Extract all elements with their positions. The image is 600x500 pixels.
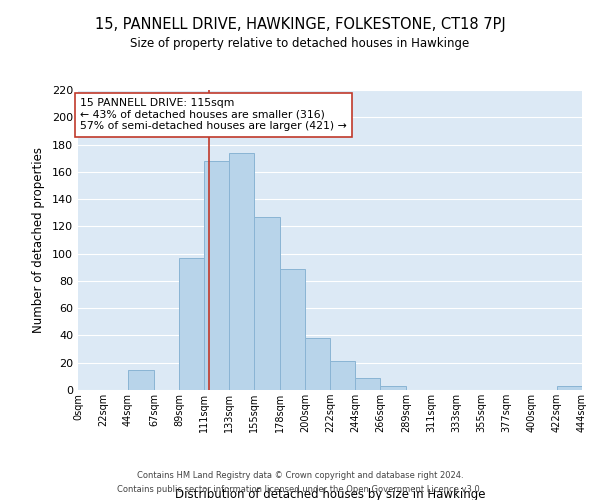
Bar (229, 152, 254, 390)
Bar (305, 338, 330, 390)
Bar (280, 268, 305, 390)
Text: 15 PANNELL DRIVE: 115sqm
← 43% of detached houses are smaller (316)
57% of semi-: 15 PANNELL DRIVE: 115sqm ← 43% of detach… (80, 98, 347, 132)
X-axis label: Distribution of detached houses by size in Hawkinge: Distribution of detached houses by size … (175, 488, 485, 500)
Bar (179, 258, 204, 390)
Bar (128, 370, 154, 390)
Text: Size of property relative to detached houses in Hawkinge: Size of property relative to detached ho… (130, 38, 470, 51)
Bar (254, 217, 280, 390)
Y-axis label: Number of detached properties: Number of detached properties (32, 147, 45, 333)
Bar (330, 362, 355, 390)
Bar (355, 378, 380, 390)
Text: Contains HM Land Registry data © Crown copyright and database right 2024.: Contains HM Land Registry data © Crown c… (137, 472, 463, 480)
Bar (380, 386, 406, 390)
Bar (557, 386, 582, 390)
Bar (204, 161, 229, 390)
Text: Contains public sector information licensed under the Open Government Licence v3: Contains public sector information licen… (118, 484, 482, 494)
Text: 15, PANNELL DRIVE, HAWKINGE, FOLKESTONE, CT18 7PJ: 15, PANNELL DRIVE, HAWKINGE, FOLKESTONE,… (95, 18, 505, 32)
